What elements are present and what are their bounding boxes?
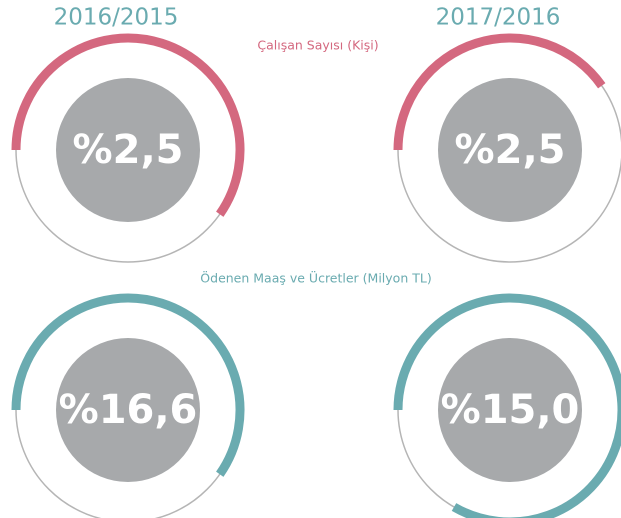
gauge-value: %16,6 — [59, 387, 198, 433]
gauge-value: %15,0 — [441, 387, 580, 433]
gauge-arc — [393, 33, 606, 151]
gauge-center — [438, 78, 582, 222]
gauge-arc — [11, 293, 245, 477]
column-header: 2016/2015 — [54, 5, 179, 31]
column-header: 2017/2016 — [436, 5, 561, 31]
gauge-center — [56, 78, 200, 222]
gauge-arc — [393, 293, 621, 518]
gauge-arc — [11, 33, 245, 217]
gauge-center — [56, 338, 200, 482]
gauge-center — [438, 338, 582, 482]
gauge-value: %2,5 — [73, 127, 184, 173]
section-label: Ödenen Maaş ve Ücretler (Milyon TL) — [200, 270, 431, 286]
section-label: Çalışan Sayısı (Kişi) — [257, 38, 378, 53]
gauge-value: %2,5 — [455, 127, 566, 173]
